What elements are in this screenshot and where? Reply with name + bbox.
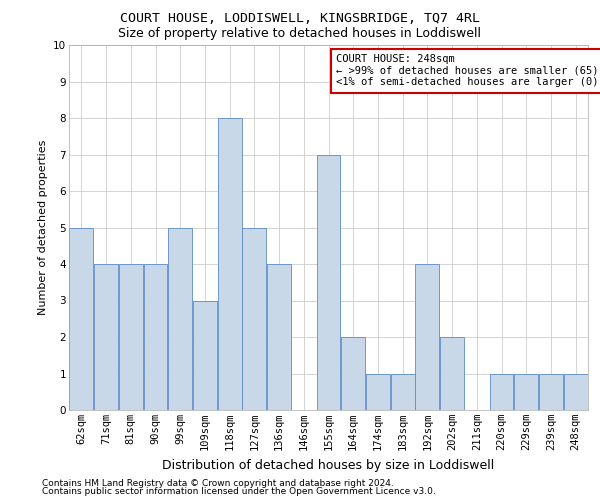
Bar bbox=[391, 374, 415, 410]
Bar bbox=[218, 118, 242, 410]
Bar bbox=[143, 264, 167, 410]
Bar bbox=[168, 228, 192, 410]
Y-axis label: Number of detached properties: Number of detached properties bbox=[38, 140, 47, 315]
Text: Contains HM Land Registry data © Crown copyright and database right 2024.: Contains HM Land Registry data © Crown c… bbox=[42, 478, 394, 488]
Bar bbox=[70, 228, 94, 410]
Bar bbox=[539, 374, 563, 410]
Text: Size of property relative to detached houses in Loddiswell: Size of property relative to detached ho… bbox=[119, 28, 482, 40]
Bar bbox=[267, 264, 291, 410]
Text: COURT HOUSE: 248sqm
← >99% of detached houses are smaller (65)
<1% of semi-detac: COURT HOUSE: 248sqm ← >99% of detached h… bbox=[336, 54, 600, 88]
Bar bbox=[193, 300, 217, 410]
Bar bbox=[94, 264, 118, 410]
Bar bbox=[563, 374, 587, 410]
X-axis label: Distribution of detached houses by size in Loddiswell: Distribution of detached houses by size … bbox=[163, 458, 494, 471]
Bar bbox=[242, 228, 266, 410]
Bar bbox=[317, 154, 340, 410]
Bar bbox=[415, 264, 439, 410]
Bar bbox=[440, 337, 464, 410]
Bar bbox=[366, 374, 390, 410]
Bar bbox=[119, 264, 143, 410]
Bar bbox=[341, 337, 365, 410]
Bar bbox=[490, 374, 514, 410]
Text: COURT HOUSE, LODDISWELL, KINGSBRIDGE, TQ7 4RL: COURT HOUSE, LODDISWELL, KINGSBRIDGE, TQ… bbox=[120, 12, 480, 26]
Text: Contains public sector information licensed under the Open Government Licence v3: Contains public sector information licen… bbox=[42, 487, 436, 496]
Bar bbox=[514, 374, 538, 410]
